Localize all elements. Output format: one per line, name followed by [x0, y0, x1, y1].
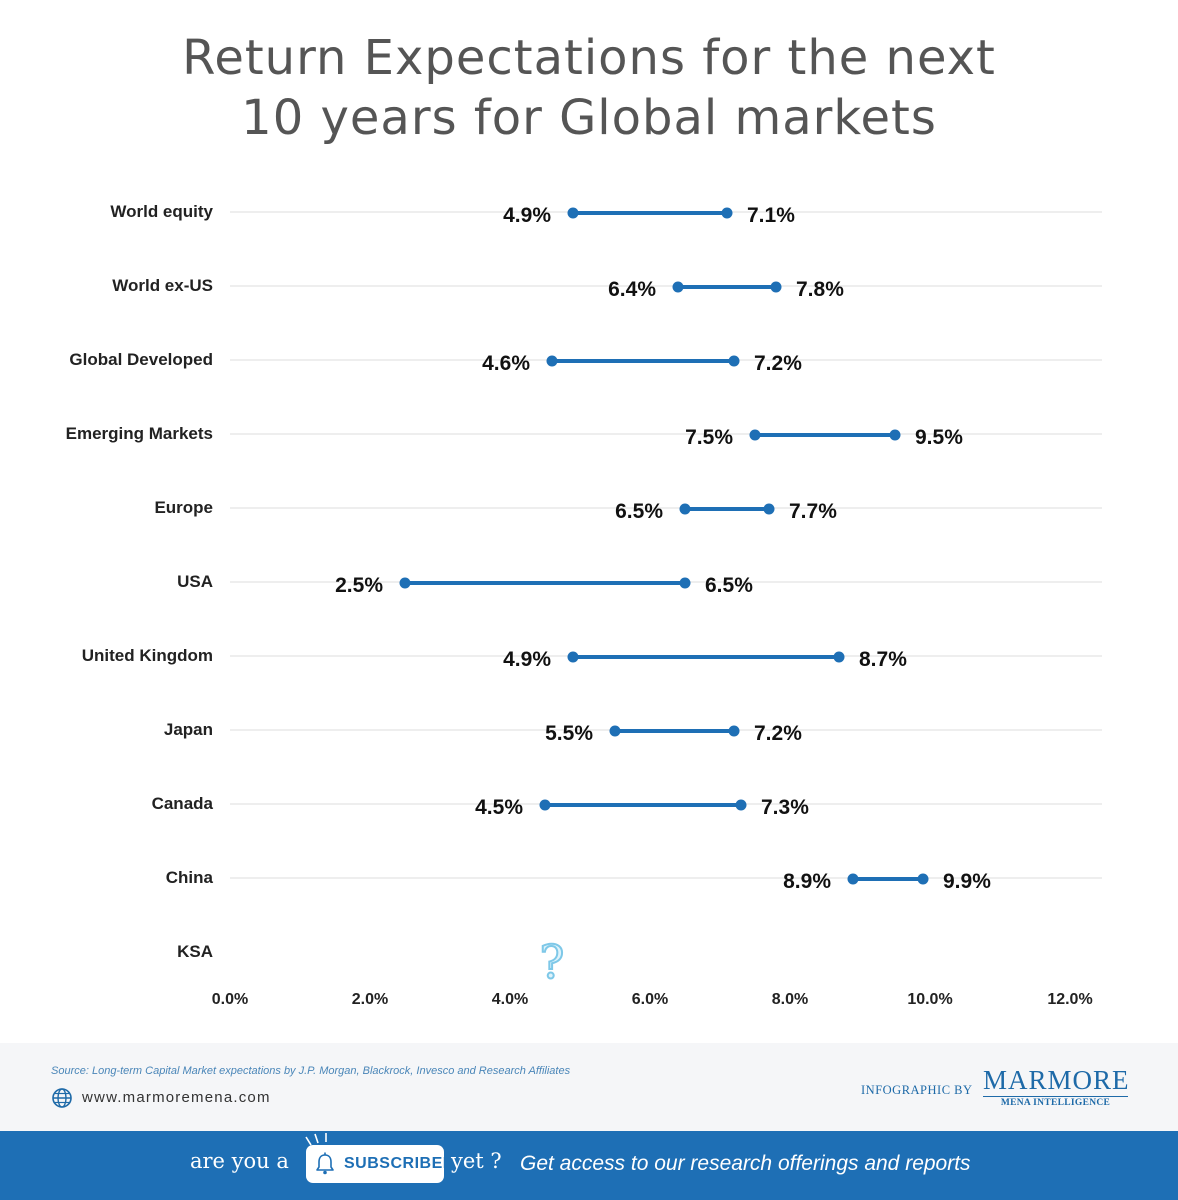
brand-logo: MARMORE MENA INTELLIGENCE: [983, 1065, 1130, 1108]
category-label: USA: [177, 572, 213, 591]
low-point: [567, 207, 579, 219]
low-point: [749, 429, 761, 441]
category-label: Emerging Markets: [66, 424, 213, 443]
grid-lines: [230, 211, 1102, 879]
x-tick-label: 8.0%: [772, 991, 808, 1008]
x-axis-tick-labels: 0.0% 2.0% 4.0% 6.0% 8.0% 10.0% 12.0%: [212, 991, 1093, 1008]
banner-tagline: Get access to our research offerings and…: [520, 1152, 971, 1175]
x-tick-label: 4.0%: [492, 991, 528, 1008]
category-label: KSA: [177, 942, 213, 961]
subscriber-badge-label: SUBSCRIBER: [344, 1155, 455, 1172]
banner-suffix-text: yet ?: [451, 1149, 502, 1173]
unknown-markers: ?: [539, 934, 566, 990]
globe-icon: [52, 1088, 72, 1108]
high-point: [770, 281, 782, 293]
high-value-label: 7.1%: [747, 204, 795, 227]
category-label: World equity: [110, 202, 213, 221]
category-label: Global Developed: [69, 350, 213, 369]
chart-title: Return Expectations for the next 10 year…: [0, 28, 1178, 148]
high-value-label: 7.3%: [761, 796, 809, 819]
high-point: [721, 207, 733, 219]
low-value-label: 4.9%: [503, 204, 551, 227]
low-value-label: 8.9%: [783, 870, 831, 893]
high-point: [735, 799, 747, 811]
subscriber-badge[interactable]: SUBSCRIBER: [306, 1145, 454, 1183]
high-value-label: 7.8%: [796, 278, 844, 301]
low-value-label: 4.9%: [503, 648, 551, 671]
chart-title-line-1: Return Expectations for the next: [182, 30, 996, 86]
category-label: Japan: [164, 720, 213, 739]
low-point: [567, 651, 579, 663]
category-label: United Kingdom: [82, 646, 213, 665]
low-value-label: 2.5%: [335, 574, 383, 597]
category-label: China: [166, 868, 214, 887]
low-value-label: 5.5%: [545, 722, 593, 745]
x-tick-label: 12.0%: [1047, 991, 1092, 1008]
high-value-label: 8.7%: [859, 648, 907, 671]
high-point: [917, 873, 929, 885]
infographic-by-label: INFOGRAPHIC BY: [861, 1083, 973, 1097]
x-tick-label: 2.0%: [352, 991, 388, 1008]
chart-title-line-2: 10 years for Global markets: [241, 90, 937, 146]
category-label: Europe: [154, 498, 213, 517]
subscribe-banner[interactable]: are you a SUBSCRIBER yet ? Get access to…: [0, 1131, 1178, 1200]
low-value-label: 6.5%: [615, 500, 663, 523]
sparkle-rays: [305, 1133, 327, 1146]
banner-prefix-text: are you a: [190, 1149, 289, 1173]
bell-icon: [316, 1152, 334, 1175]
low-value-label: 7.5%: [685, 426, 733, 449]
low-value-label: 4.5%: [475, 796, 523, 819]
x-tick-label: 10.0%: [907, 991, 952, 1008]
x-tick-label: 0.0%: [212, 991, 248, 1008]
source-note: Source: Long-term Capital Market expecta…: [51, 1065, 571, 1077]
question-mark-icon: ?: [540, 935, 565, 989]
low-value-label: 4.6%: [482, 352, 530, 375]
high-value-label: 9.5%: [915, 426, 963, 449]
high-point: [833, 651, 845, 663]
high-point: [889, 429, 901, 441]
low-point: [847, 873, 859, 885]
high-value-label: 7.2%: [754, 352, 802, 375]
low-value-label: 6.4%: [608, 278, 656, 301]
category-label: Canada: [152, 794, 214, 813]
low-point: [546, 355, 558, 367]
website-link[interactable]: www.marmoremena.com: [82, 1089, 271, 1106]
high-value-label: 7.2%: [754, 722, 802, 745]
category-label: World ex-US: [112, 276, 213, 295]
brand-name: MARMORE: [983, 1065, 1130, 1095]
high-point: [763, 503, 775, 515]
high-value-label: 7.7%: [789, 500, 837, 523]
low-point: [679, 503, 691, 515]
high-value-label: 9.9%: [943, 870, 991, 893]
low-point: [609, 725, 621, 737]
dumbbell-series: [399, 207, 929, 885]
value-labels: 4.9% 7.1% 6.4% 7.8% 4.6% 7.2% 7.5% 9.5% 6.5% 7.7%…: [335, 204, 991, 893]
low-point: [672, 281, 684, 293]
low-point: [539, 799, 551, 811]
footer: Source: Long-term Capital Market expecta…: [0, 1043, 1178, 1131]
x-tick-label: 6.0%: [632, 991, 668, 1008]
category-labels: World equity World ex-US Global Developed E…: [66, 202, 214, 961]
low-point: [399, 577, 411, 589]
high-point: [728, 355, 740, 367]
high-point: [679, 577, 691, 589]
high-point: [728, 725, 740, 737]
dumbbell-chart: World equity World ex-US Global Developed E…: [66, 202, 1102, 1008]
brand-tagline: MENA INTELLIGENCE: [983, 1096, 1128, 1108]
high-value-label: 6.5%: [705, 574, 753, 597]
